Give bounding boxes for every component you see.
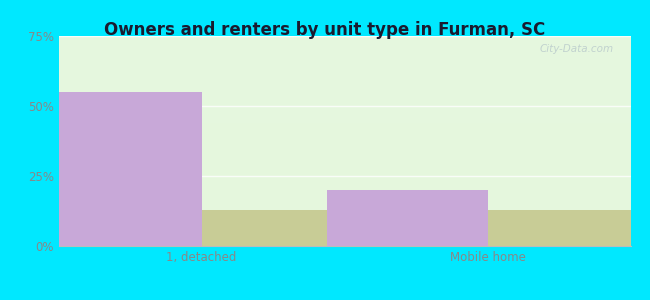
Legend: Owner occupied units, Renter occupied units: Owner occupied units, Renter occupied un… bbox=[178, 298, 511, 300]
Text: City-Data.com: City-Data.com bbox=[540, 44, 614, 54]
Bar bbox=[488, 210, 647, 246]
Bar bbox=[42, 92, 202, 246]
Bar bbox=[202, 210, 361, 246]
Text: Owners and renters by unit type in Furman, SC: Owners and renters by unit type in Furma… bbox=[105, 21, 545, 39]
Bar bbox=[328, 190, 488, 246]
